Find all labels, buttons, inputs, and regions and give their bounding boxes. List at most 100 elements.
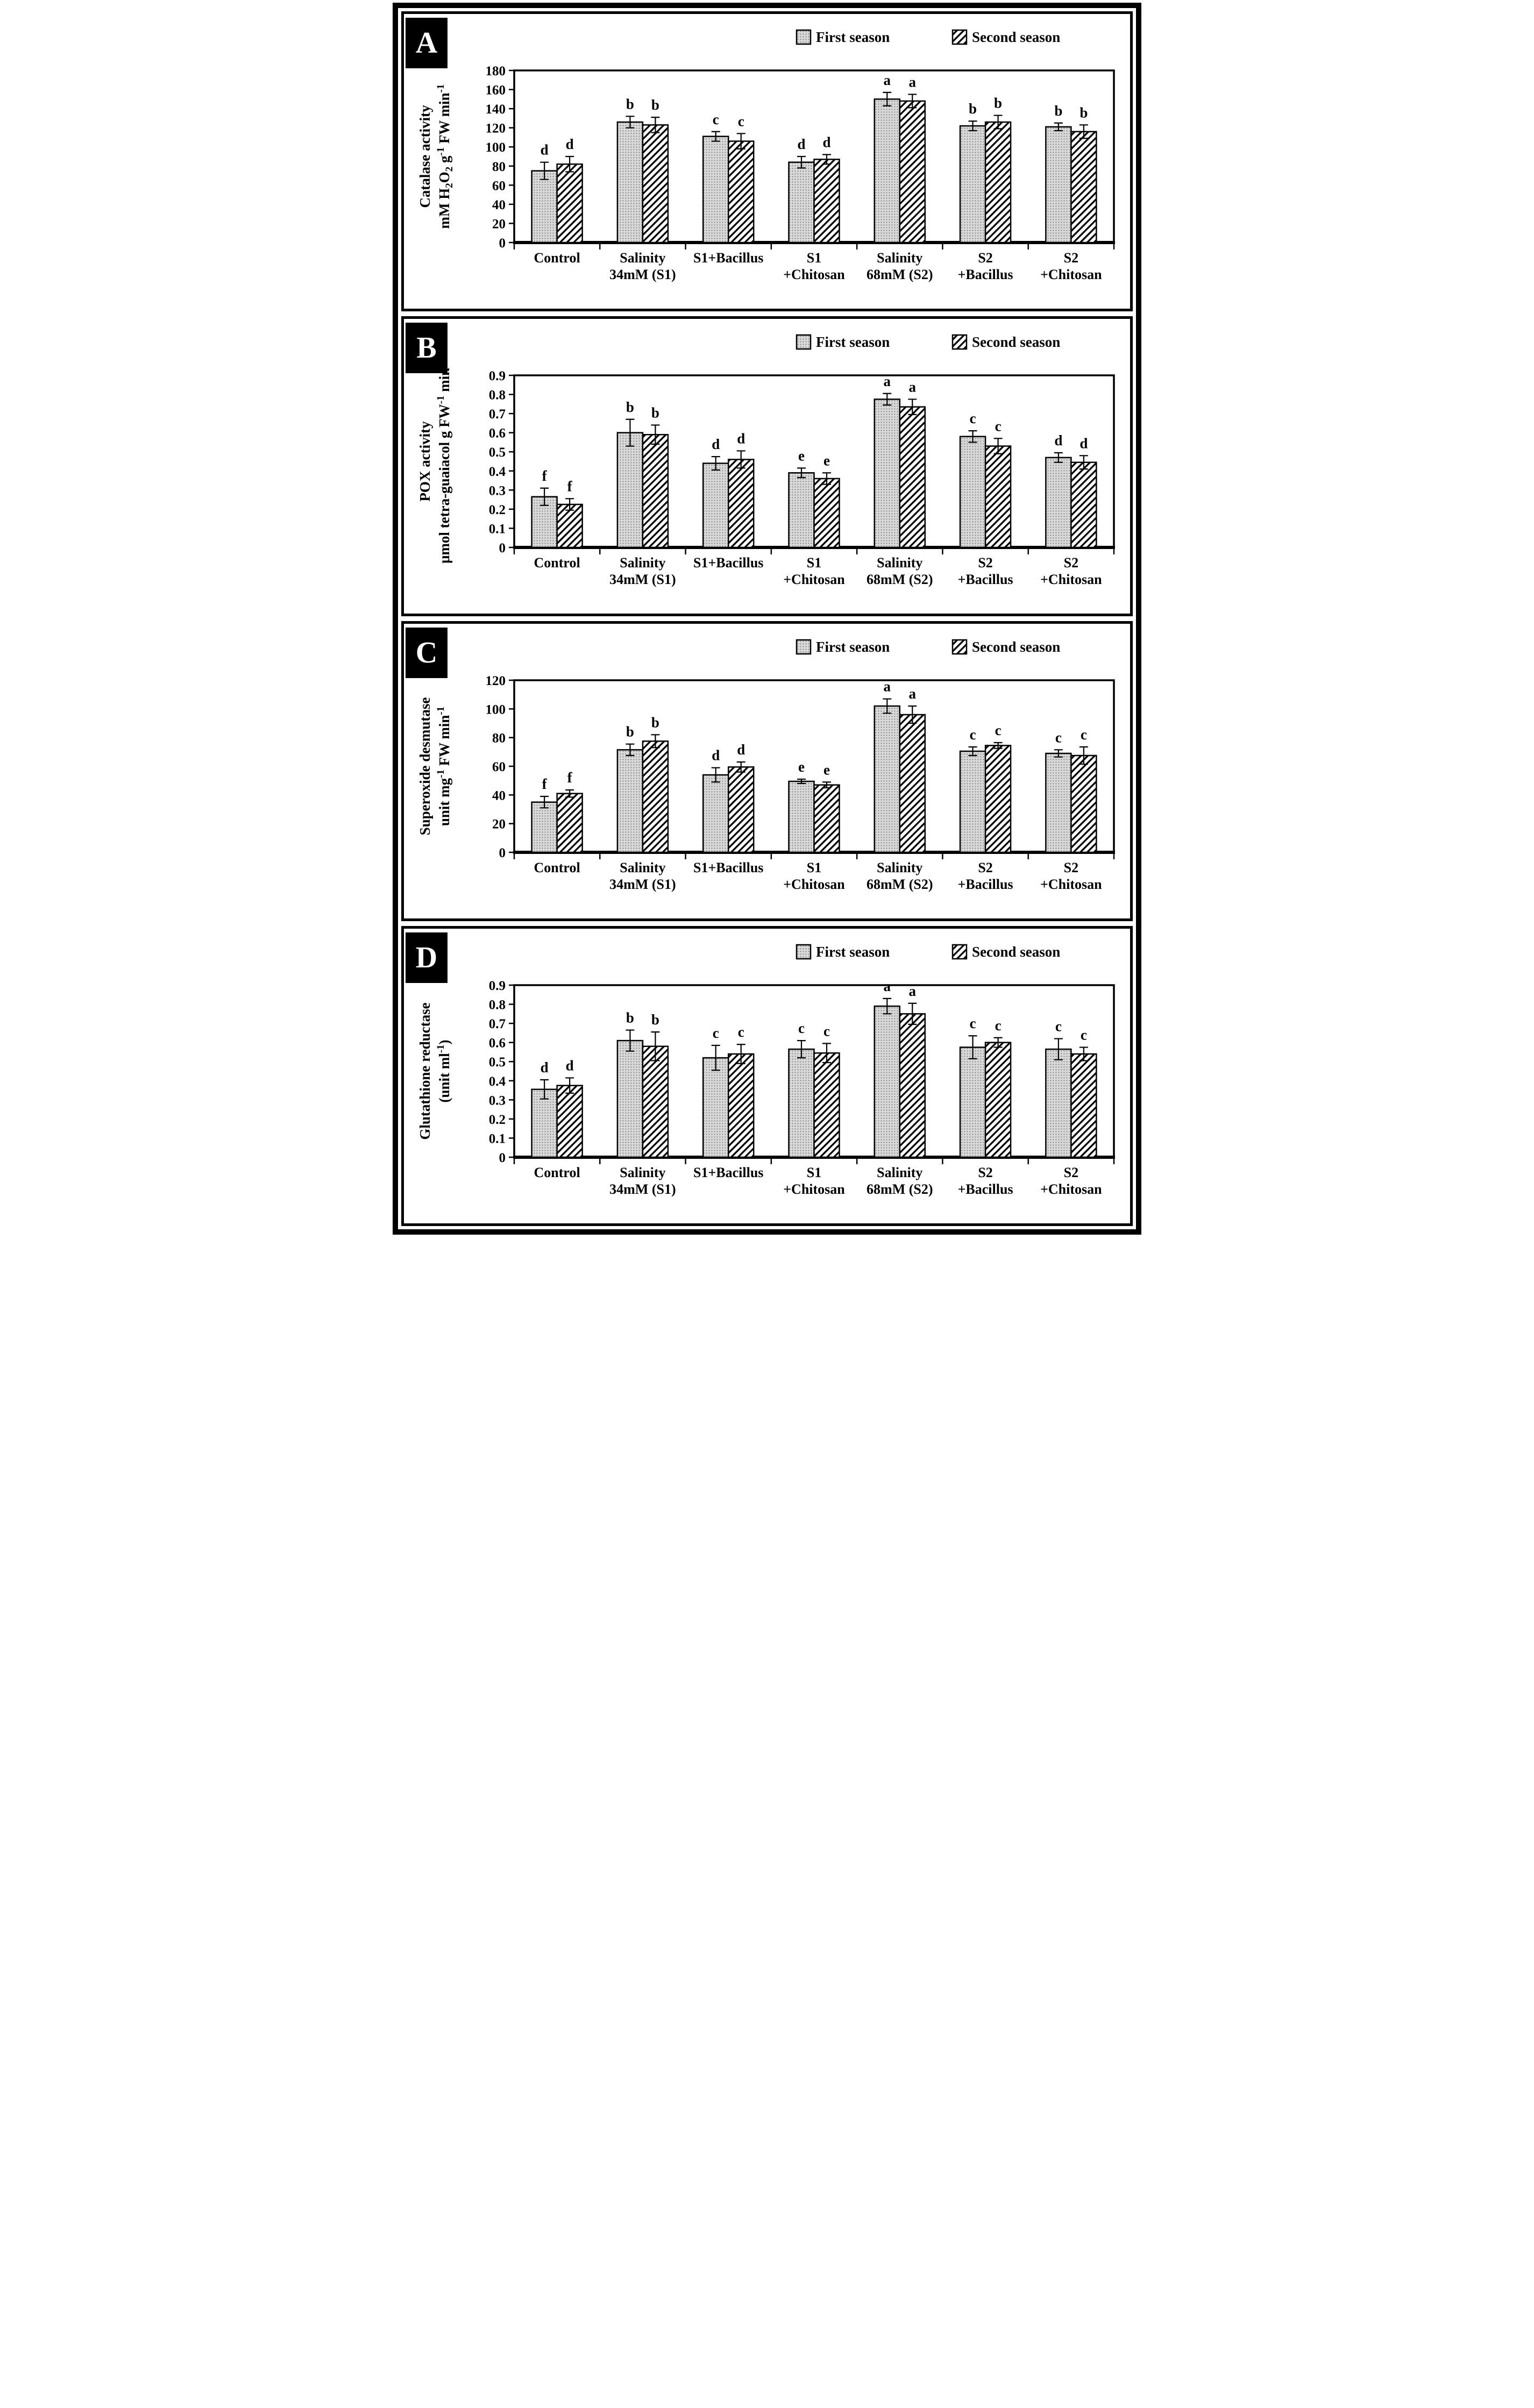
panel-b-letter: B [406, 323, 448, 373]
x-category-label: S1+Bacillus [693, 860, 763, 875]
y-tick-label: 0.9 [489, 979, 506, 993]
y-tick-label: 160 [486, 83, 506, 98]
x-category-label: S1 +Chitosan [783, 555, 845, 587]
x-label-line: +Chitosan [783, 1181, 845, 1197]
text-segment: g [436, 155, 452, 167]
x-label-line: +Chitosan [1040, 267, 1102, 282]
bar [959, 1046, 986, 1158]
significance-letter: b [626, 96, 634, 112]
significance-letter: c [995, 722, 1002, 738]
bar [642, 433, 669, 548]
y-tick-label: 140 [486, 102, 506, 117]
x-label-line: Salinity [620, 555, 665, 571]
bar [959, 750, 986, 853]
x-label-line: S1 [807, 250, 821, 266]
x-label-line: S2 [1064, 1165, 1078, 1180]
bar [616, 749, 644, 853]
significance-letter: f [567, 478, 573, 494]
significance-letter: c [995, 1017, 1002, 1034]
significance-letter: d [737, 742, 745, 758]
text-segment: ) [436, 1039, 452, 1044]
bar [788, 472, 815, 548]
bar [899, 714, 926, 853]
x-label-line: S2 [978, 860, 992, 875]
bar [702, 462, 729, 548]
significance-letter: b [1080, 104, 1088, 120]
x-label-line: 68mM (S2) [867, 1181, 933, 1197]
y-tick-label: 0.3 [489, 483, 506, 498]
significance-letter: c [823, 1023, 830, 1039]
bar [984, 121, 1012, 244]
x-label-line: 68mM (S2) [867, 572, 933, 587]
legend-swatch-second-season [951, 29, 968, 45]
bar [1045, 457, 1072, 548]
significance-letter: c [1055, 1018, 1062, 1035]
significance-letter: c [1081, 726, 1087, 743]
bar [556, 503, 583, 548]
y-tick-label: 0.6 [489, 1036, 506, 1051]
bar [616, 432, 644, 548]
y-tick-label: 80 [492, 160, 506, 174]
significance-letter: b [626, 399, 634, 415]
bar [727, 1053, 755, 1158]
y-tick-label: 0 [499, 846, 506, 860]
significance-letter: e [823, 761, 830, 778]
y-tick-label: 20 [492, 817, 506, 832]
x-category-label: S1+Bacillus [693, 1165, 763, 1180]
y-tick-label: 180 [486, 64, 506, 79]
x-category-label: S1 +Chitosan [783, 860, 845, 892]
significance-letter: a [909, 983, 917, 999]
y-tick-label: 0.5 [489, 1055, 506, 1070]
significance-letter: d [541, 142, 549, 158]
text-segment: FW min [436, 92, 452, 147]
text-segment: unit mg [436, 778, 452, 826]
x-label-line: Control [534, 555, 580, 571]
significance-letter: f [542, 468, 548, 484]
y-tick-label: 0.8 [489, 998, 506, 1013]
y-tick-label: 0 [499, 541, 506, 555]
bar [1070, 461, 1097, 548]
text-segment: Superoxide desmutase [417, 697, 433, 836]
bar [873, 98, 901, 244]
bar [873, 705, 901, 853]
text-segment: FW min [436, 715, 452, 770]
bar [899, 1013, 926, 1158]
panel-b-chart: 0 0.1 0.2 0.3 0.4 0.5 0.6 0.7 0.8 0.9 f f Control b b S… [417, 334, 1115, 587]
bar [702, 774, 729, 853]
bar [873, 1005, 901, 1158]
legend-swatch-first-season [796, 334, 812, 350]
x-category-label: S2 +Bacillus [958, 1165, 1013, 1197]
x-category-label: S2 +Chitosan [1040, 555, 1102, 587]
y-tick-label: 0.4 [489, 465, 506, 479]
legend-label: Second season [972, 639, 1060, 655]
legend-swatch-second-season [951, 944, 968, 960]
x-label-line: +Chitosan [783, 267, 845, 282]
significance-letter: a [884, 978, 891, 994]
panel-a-chart: 0 20 40 60 80 100 120 140 160 180 d d Control b b Salin… [417, 29, 1115, 282]
x-category-label: Salinity 34mM (S1) [609, 860, 676, 892]
x-category-label: Control [534, 860, 580, 875]
panel-c-letter: C [406, 628, 448, 678]
significance-letter: b [969, 101, 977, 117]
text-segment: 2 [444, 183, 455, 188]
significance-letter: c [713, 111, 719, 127]
y-tick-label: 60 [492, 179, 506, 193]
bar [556, 1085, 583, 1158]
x-label-line: Salinity [620, 1165, 665, 1180]
x-label-line: Salinity [877, 250, 922, 266]
y-tick-label: 80 [492, 731, 506, 746]
y-axis-title-line2: (unit ml-1) [435, 1039, 452, 1102]
significance-letter: a [884, 679, 891, 695]
significance-letter: c [1081, 1027, 1087, 1043]
y-tick-label: 40 [492, 198, 506, 212]
x-label-line: S2 [1064, 250, 1078, 266]
y-tick-label: 0.9 [489, 369, 506, 383]
significance-letter: d [712, 436, 720, 452]
legend-swatch-first-season [796, 944, 812, 960]
x-label-line: Control [534, 1165, 580, 1180]
x-label-line: +Chitosan [1040, 1181, 1102, 1197]
bar [642, 1045, 669, 1158]
bar [556, 793, 583, 853]
significance-letter: c [738, 113, 744, 129]
x-label-line: Control [534, 860, 580, 875]
